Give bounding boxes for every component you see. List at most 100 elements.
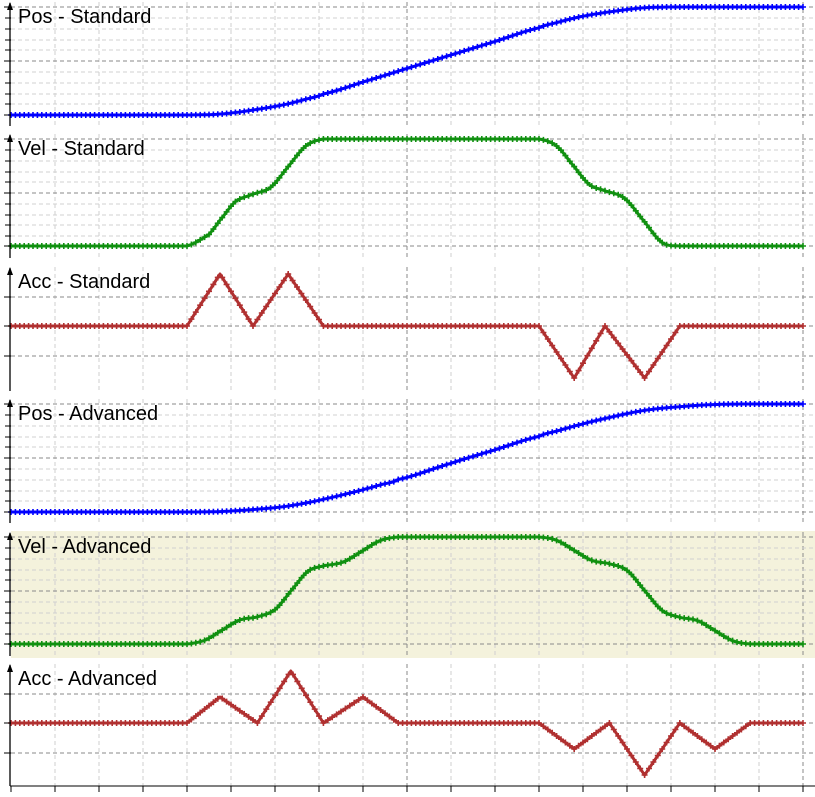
data-point-marker (430, 57, 437, 64)
data-point-marker (540, 431, 547, 438)
data-point-marker (470, 453, 476, 460)
data-point-marker (619, 346, 626, 353)
data-point-marker (549, 535, 556, 542)
data-point-marker (597, 416, 604, 423)
data-point-marker (412, 62, 419, 69)
data-point-marker (258, 612, 265, 619)
data-point-marker (311, 94, 318, 101)
data-point-marker (566, 742, 573, 749)
data-point-marker (540, 136, 547, 143)
data-point-marker (276, 602, 283, 609)
data-point-marker (219, 627, 226, 634)
data-point-marker (800, 401, 806, 407)
data-point-marker (254, 189, 261, 196)
data-point-marker (549, 140, 556, 147)
data-point-marker (390, 716, 397, 723)
data-point-marker (584, 555, 591, 562)
y-axis-arrow-icon (7, 267, 13, 275)
data-point-marker (654, 235, 661, 242)
data-point-marker (399, 66, 406, 73)
data-point-marker (800, 243, 806, 249)
data-point-marker (285, 163, 292, 170)
data-point-marker (584, 419, 591, 426)
data-point-marker (351, 81, 358, 88)
data-point-marker (536, 323, 542, 329)
data-point-marker (624, 197, 630, 204)
data-point-marker (646, 592, 652, 599)
data-point-marker (628, 409, 635, 416)
data-point-marker (448, 460, 454, 467)
data-point-marker (597, 726, 604, 733)
data-point-marker (320, 496, 327, 503)
data-point-marker (606, 720, 613, 726)
data-point-marker (527, 27, 534, 34)
data-point-marker (483, 449, 490, 456)
data-point-marker (421, 60, 428, 67)
data-point-marker (236, 707, 243, 714)
data-point-marker (716, 630, 723, 637)
data-point-marker (184, 720, 190, 726)
data-point-marker (571, 163, 578, 170)
panel-highlight (11, 531, 815, 658)
data-point-marker (492, 38, 498, 45)
data-point-marker (184, 323, 190, 329)
panel-title-pos-advanced: Pos - Advanced (18, 403, 158, 425)
data-point-marker (553, 349, 560, 355)
data-point-marker (232, 619, 239, 626)
data-point-marker (364, 77, 371, 84)
data-point-marker (593, 417, 600, 424)
data-point-marker (544, 726, 551, 733)
data-point-marker (637, 765, 644, 772)
data-point-marker (553, 142, 560, 149)
data-point-marker (566, 158, 573, 165)
data-point-marker (800, 323, 806, 329)
data-point-marker (676, 614, 683, 621)
data-point-marker (303, 692, 310, 699)
data-point-marker (254, 720, 261, 726)
data-point-marker (672, 329, 679, 336)
data-point-marker (571, 746, 578, 752)
data-point-marker (694, 733, 701, 739)
data-point-marker (606, 328, 613, 335)
data-point-marker (276, 685, 283, 692)
data-point-marker (206, 635, 212, 642)
data-point-marker (192, 309, 199, 316)
data-point-marker (417, 470, 424, 477)
data-point-marker (307, 566, 314, 573)
data-point-marker (346, 490, 353, 497)
data-point-marker (197, 638, 204, 645)
data-point-marker (496, 37, 503, 44)
data-point-marker (681, 723, 688, 730)
data-point-marker (219, 214, 226, 221)
data-point-marker (575, 14, 582, 21)
data-point-marker (659, 349, 666, 355)
data-point-marker (245, 713, 252, 720)
data-point-marker (236, 195, 243, 202)
data-point-marker (562, 739, 569, 746)
data-point-marker (694, 617, 701, 624)
data-point-marker (245, 316, 252, 323)
data-point-marker (800, 641, 806, 647)
data-point-marker (619, 564, 626, 571)
data-point-marker (615, 563, 622, 570)
data-point-marker (329, 88, 336, 95)
data-point-marker (690, 729, 696, 736)
y-axis-arrow-icon (7, 2, 13, 10)
data-point-marker (228, 203, 234, 210)
data-point-marker (267, 699, 274, 706)
data-point-marker (333, 87, 340, 94)
data-point-marker (588, 345, 595, 352)
data-point-marker (540, 723, 547, 730)
data-point-marker (610, 190, 617, 197)
data-point-marker (302, 570, 309, 577)
series-markers (8, 4, 806, 118)
data-point-marker (478, 42, 485, 49)
data-point-marker (298, 500, 305, 507)
data-point-marker (712, 746, 718, 752)
data-point-marker (210, 226, 217, 233)
data-point-marker (280, 277, 287, 284)
data-point-marker (637, 369, 644, 376)
data-point-marker (294, 580, 301, 587)
data-point-marker (386, 479, 393, 486)
data-point-marker (544, 21, 551, 28)
